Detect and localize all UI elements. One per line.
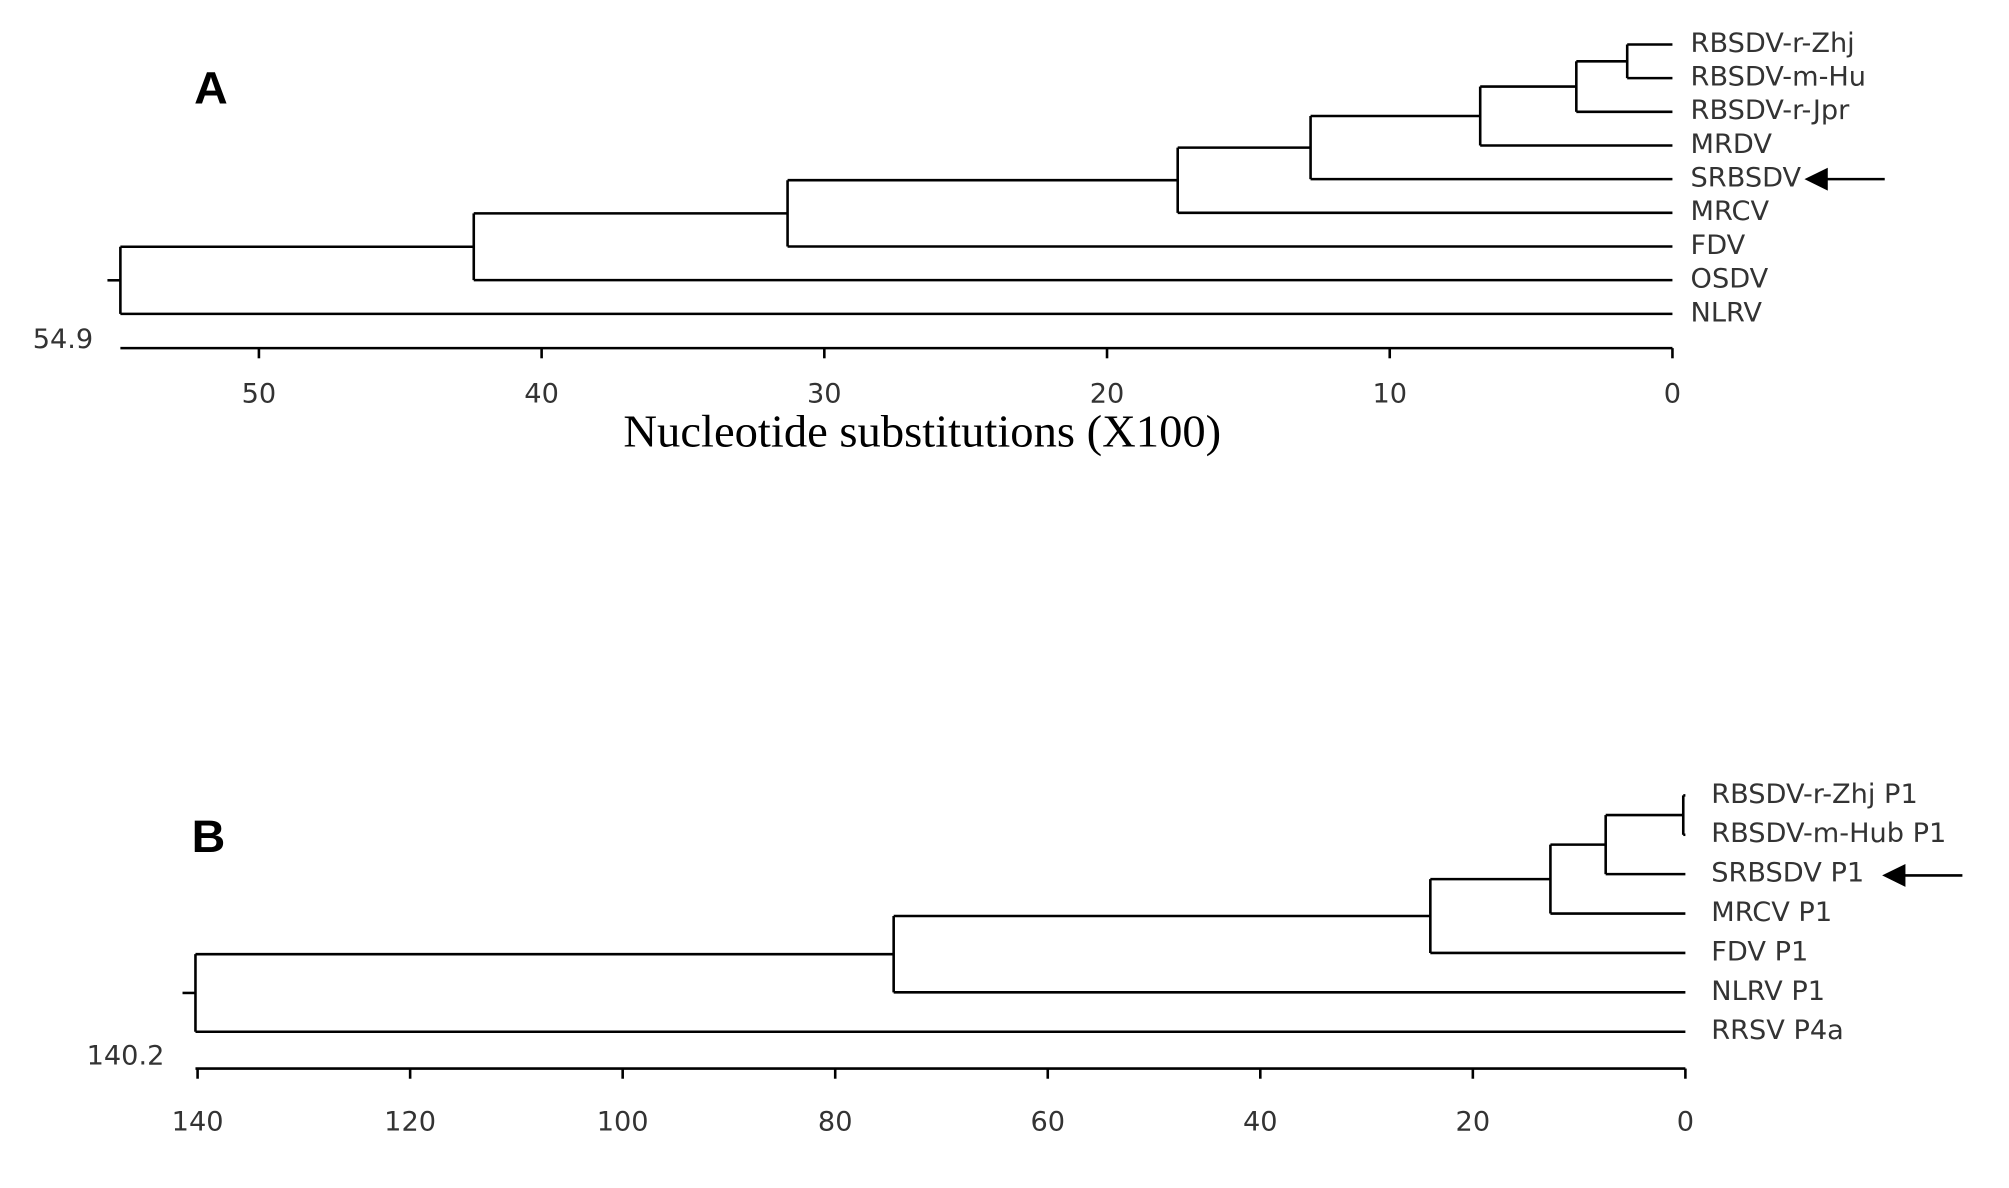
x-tick-label: 40 bbox=[1243, 1107, 1278, 1138]
x-tick-label: 120 bbox=[384, 1107, 436, 1138]
x-tick-label: 0 bbox=[1664, 379, 1681, 410]
leaf-label: FDV bbox=[1691, 230, 1746, 261]
leaf-label: MRCV bbox=[1691, 196, 1770, 227]
leaf-label: NLRV bbox=[1691, 297, 1763, 328]
leaf-label: MRDV bbox=[1691, 129, 1773, 160]
x-tick-label: 140 bbox=[172, 1107, 224, 1138]
panel-label: B bbox=[192, 810, 226, 862]
arrow bbox=[1882, 864, 1963, 887]
root-label: 140.2 bbox=[87, 1041, 165, 1072]
leaf-label: RBSDV-r-Zhj P1 bbox=[1711, 779, 1917, 810]
leaf-label: RBSDV-r-Zhj bbox=[1691, 28, 1855, 59]
x-tick-label: 20 bbox=[1090, 379, 1125, 410]
leaf-label: SRBSDV P1 bbox=[1711, 858, 1864, 889]
x-tick-label: 40 bbox=[524, 379, 559, 410]
x-tick-label: 20 bbox=[1456, 1107, 1491, 1138]
dendrogram: RBSDV-r-ZhjRBSDV-m-HuRBSDV-r-JprMRDVSRBS… bbox=[1691, 28, 1866, 328]
leaf-label: FDV P1 bbox=[1711, 937, 1808, 968]
leaf-label: SRBSDV bbox=[1691, 163, 1802, 194]
x-tick-label: 60 bbox=[1030, 1107, 1065, 1138]
dendrogram: RBSDV-r-Zhj P1 RBSDV-m-Hub P1 SRBSDV P1 MRC… bbox=[1711, 779, 1946, 1046]
panel-label: A bbox=[194, 62, 228, 114]
leaf-label: RBSDV-r-Jpr bbox=[1691, 95, 1851, 126]
x-tick-label: 0 bbox=[1677, 1107, 1694, 1138]
x-axis-title: Nucleotide substitutions (X100) bbox=[623, 406, 1221, 457]
leaf-label: NLRV P1 bbox=[1711, 976, 1825, 1007]
leaf-label: RBSDV-m-Hu bbox=[1691, 62, 1866, 93]
leaf-label: RRSV P4a bbox=[1711, 1015, 1844, 1046]
arrow bbox=[1804, 167, 1885, 191]
x-tick-label: 80 bbox=[818, 1107, 853, 1138]
leaf-label: RBSDV-m-Hub P1 bbox=[1711, 818, 1946, 849]
leaf-label: OSDV bbox=[1691, 264, 1769, 295]
x-tick-label: 50 bbox=[242, 379, 277, 410]
root-label: 54.9 bbox=[33, 324, 94, 355]
leaf-label: MRCV P1 bbox=[1711, 897, 1832, 928]
x-tick-label: 30 bbox=[807, 379, 842, 410]
x-tick-label: 100 bbox=[597, 1107, 649, 1138]
x-tick-label: 10 bbox=[1372, 379, 1407, 410]
